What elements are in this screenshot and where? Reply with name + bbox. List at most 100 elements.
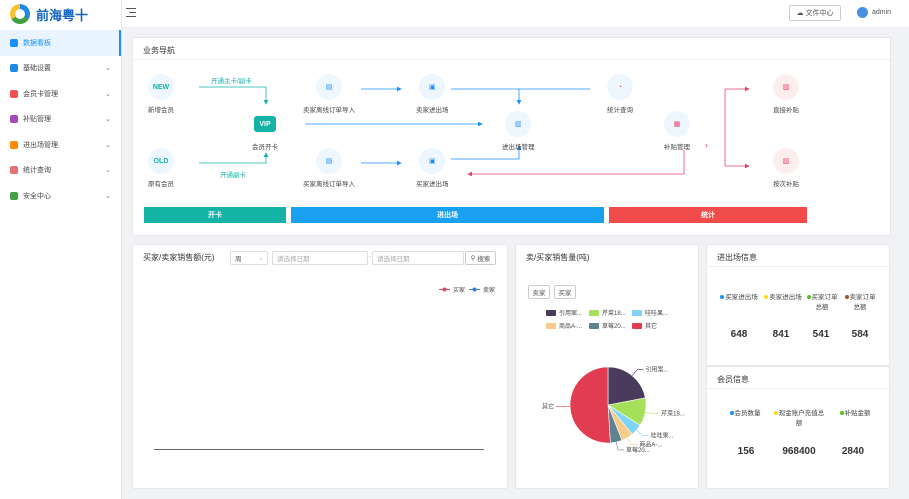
node-seller-import[interactable]: ▤ 卖家离线订单导入 (303, 74, 355, 114)
node-member-card[interactable]: VIP 会员开卡 (252, 111, 278, 151)
legend-label: 其它 (645, 324, 658, 330)
sidebar-item-entry[interactable]: 进出场管理 ⌄ (0, 132, 121, 158)
menu-toggle-icon[interactable] (126, 8, 136, 17)
stat-label: 买家进出场 (725, 294, 758, 301)
node-stats[interactable]: ◔ 统计查询 (607, 74, 633, 114)
node-label: 会员开卡 (252, 144, 278, 151)
chevron-down-icon: ⌄ (105, 192, 111, 200)
subsidy-icon (10, 115, 18, 124)
seller-button[interactable]: 卖家 (528, 285, 550, 299)
entry-bar[interactable]: 进出场 (291, 207, 604, 223)
link-sub-card[interactable]: 开通副卡 (220, 172, 246, 179)
node-times-subsidy[interactable]: ▨ 按次补贴 (773, 148, 799, 188)
username[interactable]: admin (872, 9, 892, 16)
stat-label: 现金账户充值总额 (778, 410, 825, 427)
open-card-bar[interactable]: 开卡 (144, 207, 286, 223)
node-old-member[interactable]: OLD 原有会员 (148, 148, 174, 188)
sidebar-item-label: 数据看板 (23, 39, 51, 47)
legend-label: 草莓20... (602, 324, 626, 330)
business-nav-card: 业务导航 › NEW 新增会员 OLD 原有会员 VIP 会员开卡 ▤ 卖家离线订单导入… (132, 37, 891, 236)
card-icon (10, 89, 18, 98)
vip-card-icon: VIP (254, 116, 276, 132)
search-label: 搜索 (477, 256, 491, 263)
node-entry-mgmt[interactable]: ▥ 进出场管理 (502, 111, 535, 151)
sidebar-item-label: 补贴管理 (23, 116, 51, 124)
node-direct-subsidy[interactable]: ▧ 直接补贴 (773, 74, 799, 114)
node-label: 卖家进出场 (416, 107, 449, 114)
date-start-input[interactable]: 请选择日期 (272, 251, 368, 265)
stat-seller-order: 卖家订单总额 (843, 291, 877, 311)
value-seller-entry: 841 (772, 329, 790, 340)
shield-icon (10, 191, 18, 200)
node-buyer-entry[interactable]: ▣ 买家进出场 (416, 148, 449, 188)
dashboard-icon (10, 38, 18, 47)
node-label: 买家进出场 (416, 181, 449, 188)
sidebar-item-label: 会员卡管理 (23, 90, 58, 98)
legend-item[interactable]: 草莓20... (589, 321, 626, 330)
sidebar-item-basic-settings[interactable]: 基础设置 ⌄ (0, 56, 121, 82)
legend-item[interactable]: 哇哇果... (632, 308, 668, 317)
legend-swatch (632, 309, 642, 316)
stat-label: 买家订单总额 (811, 294, 838, 311)
pie-label: 引用案... (645, 366, 668, 374)
pie-label-line (636, 429, 649, 436)
legend-swatch (546, 322, 556, 329)
buyer-button[interactable]: 买家 (554, 285, 576, 299)
cloud-icon: ☁ (796, 10, 804, 17)
node-seller-entry[interactable]: ▣ 卖家进出场 (416, 74, 449, 114)
file-center-button[interactable]: ☁ 文件中心 (789, 5, 841, 21)
legend-swatch (589, 322, 599, 329)
search-button[interactable]: ⚲ 搜索 (465, 251, 496, 265)
pie-slice[interactable] (607, 366, 646, 406)
legend-swatch (546, 309, 556, 316)
node-buyer-import[interactable]: ▤ 买家离线订单导入 (303, 148, 355, 188)
document-icon: ▤ (316, 148, 342, 174)
coin-icon: ▧ (773, 74, 799, 100)
nav-title: 业务导航 (133, 38, 890, 60)
sales-volume-title: 卖/买家销售量(吨) (526, 253, 590, 262)
dot-icon (839, 411, 844, 416)
avatar[interactable] (857, 7, 868, 18)
stats-bar[interactable]: 统计 (609, 207, 807, 223)
bag-icon: ▣ (419, 148, 446, 174)
legend-seller[interactable]: 卖家 (469, 285, 495, 294)
pie-slice[interactable] (569, 366, 611, 444)
node-label: 原有会员 (148, 181, 174, 188)
subsidy-icon: ▦ (664, 111, 690, 137)
stat-label: 卖家订单总额 (849, 294, 876, 311)
legend-label: 引用案... (559, 311, 583, 317)
topbar: ☁ 文件中心 admin (122, 0, 909, 28)
sidebar-item-subsidy[interactable]: 补贴管理 ⌄ (0, 107, 121, 133)
sidebar-item-security[interactable]: 安全中心 ⌄ (0, 183, 121, 209)
date-start-placeholder: 请选择日期 (277, 256, 310, 263)
pie-label: 芹菜18... (661, 410, 685, 418)
member-info-title: 会员信息 (707, 367, 889, 389)
legend-item[interactable]: 芹菜18... (589, 308, 626, 317)
legend-item[interactable]: 其它 (632, 321, 657, 330)
sidebar-item-dashboard[interactable]: 数据看板 (0, 30, 121, 56)
chevron-down-icon: ⌄ (105, 116, 111, 124)
sidebar-item-member-card[interactable]: 会员卡管理 ⌄ (0, 81, 121, 107)
dot-icon (720, 295, 725, 300)
node-new-member[interactable]: NEW 新增会员 (148, 74, 174, 114)
entry-info-title: 进出场信息 (707, 245, 889, 267)
node-subsidy-mgmt[interactable]: ▦ 补贴管理 (664, 111, 690, 151)
pie-label: 哇哇果... (651, 431, 674, 439)
period-value: 周 (235, 256, 242, 263)
logo[interactable]: 前海粤十 (0, 0, 121, 28)
legend-item[interactable]: 引用案... (546, 308, 582, 317)
sidebar-item-label: 安全中心 (23, 192, 51, 200)
node-label: 补贴管理 (664, 144, 690, 151)
clipboard-icon: ▥ (505, 111, 532, 137)
legend-item[interactable]: 商品A-... (546, 321, 582, 330)
stat-label: 补贴金额 (844, 410, 871, 417)
period-select[interactable]: 周 ⌄ (230, 251, 268, 265)
link-main-sub-card[interactable]: 开通主卡/副卡 (211, 78, 252, 85)
sidebar-item-stats[interactable]: 统计查询 ⌄ (0, 158, 121, 184)
legend-buyer[interactable]: 买家 (439, 285, 465, 294)
sidebar-item-label: 统计查询 (23, 167, 51, 175)
date-end-input[interactable]: 请选择日期 (372, 251, 464, 265)
chevron-down-icon: ⌄ (258, 255, 264, 262)
node-label: 统计查询 (607, 107, 633, 114)
bag-icon: ▣ (419, 74, 446, 100)
